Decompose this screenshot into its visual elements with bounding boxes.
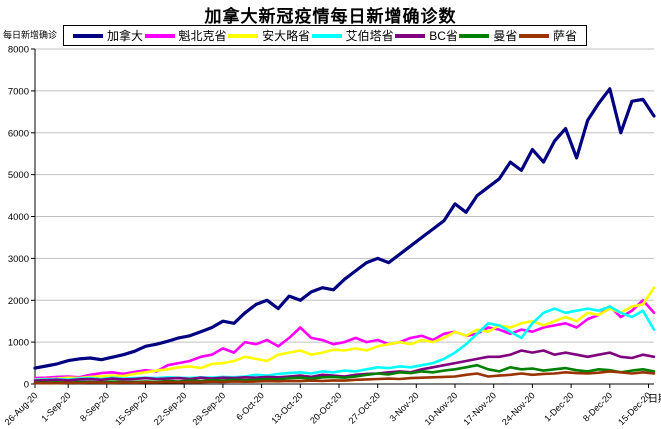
legend-item-saskatchewan: 萨省 xyxy=(518,27,577,44)
legend-item-alberta: 艾伯塔省 xyxy=(311,27,394,44)
series-line-saskatchewan xyxy=(33,370,656,385)
legend-swatch-bc xyxy=(395,33,426,38)
series-line-canada xyxy=(33,87,656,370)
x-tick-label: 15-Sep-20 xyxy=(113,390,150,427)
y-axis-unit-label: 每日新增确诊 xyxy=(3,30,58,40)
x-tick-label: 10-Nov-20 xyxy=(423,390,460,427)
legend-label-alberta: 艾伯塔省 xyxy=(345,29,394,43)
legend-label-quebec: 魁北克省 xyxy=(178,29,227,43)
legend-item-bc: BC省 xyxy=(395,27,458,44)
series-line-ontario xyxy=(33,286,656,381)
y-tick-label: 7000 xyxy=(8,86,29,97)
y-tick-label: 0 xyxy=(24,380,29,391)
x-tick-label: 26-Aug-20 xyxy=(3,390,40,427)
x-tick-label: 6-Oct-20 xyxy=(234,390,266,422)
legend-item-ontario: 安大略省 xyxy=(228,27,310,44)
y-tick-label: 1000 xyxy=(8,338,29,349)
y-tick-label: 3000 xyxy=(8,254,29,265)
x-tick-label: 17-Nov-20 xyxy=(461,390,498,427)
x-tick-label: 22-Sep-20 xyxy=(152,390,189,427)
x-tick-label: 29-Sep-20 xyxy=(191,390,228,427)
y-tick-label: 6000 xyxy=(8,128,29,139)
legend-swatch-alberta xyxy=(311,33,342,38)
legend-swatch-canada xyxy=(73,33,103,38)
legend-label-ontario: 安大略省 xyxy=(262,29,311,43)
x-axis-title: 日期 xyxy=(648,393,661,405)
x-tick-label: 8-Dec-20 xyxy=(581,390,614,423)
x-tick-label: 24-Nov-20 xyxy=(500,390,537,427)
y-tick-label: 8000 xyxy=(8,45,29,56)
series-line-quebec xyxy=(33,298,656,380)
x-tick-label: 1-Sep-20 xyxy=(39,390,72,423)
y-tick-label: 2000 xyxy=(8,296,29,307)
y-tick-label: 4000 xyxy=(8,212,29,223)
x-tick-label: 1-Dec-20 xyxy=(542,390,575,423)
legend-item-canada: 加拿大 xyxy=(73,27,143,44)
legend-swatch-ontario xyxy=(228,33,259,38)
legend-item-manitoba: 曼省 xyxy=(459,27,517,44)
legend-swatch-manitoba xyxy=(459,33,490,38)
legend-label-bc: BC省 xyxy=(429,29,458,43)
legend-swatch-quebec xyxy=(144,33,175,38)
y-tick-label: 5000 xyxy=(8,170,29,181)
legend-item-quebec: 魁北克省 xyxy=(144,27,227,44)
legend-label-manitoba: 曼省 xyxy=(493,29,518,43)
legend-label-saskatchewan: 萨省 xyxy=(552,29,577,43)
legend-swatch-saskatchewan xyxy=(518,33,549,38)
legend-label-canada: 加拿大 xyxy=(107,29,144,43)
x-tick-label: 13-Oct-20 xyxy=(269,390,304,425)
chart-title: 加拿大新冠疫情每日新增确诊数 xyxy=(204,7,457,26)
x-tick-label: 8-Sep-20 xyxy=(78,390,111,423)
legend-box: 加拿大 魁北克省 安大略省 艾伯塔省 BC省 曼省 萨省 xyxy=(63,25,587,46)
x-tick-label: 3-Nov-20 xyxy=(387,390,420,423)
x-tick-label: 20-Oct-20 xyxy=(308,390,343,425)
x-tick-label: 27-Oct-20 xyxy=(347,390,382,425)
